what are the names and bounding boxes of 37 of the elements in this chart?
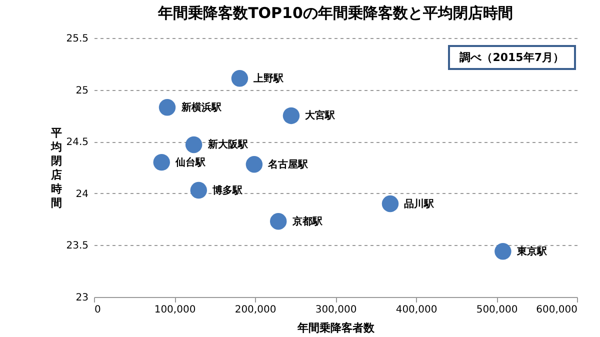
x-tick-label: 400,000 — [396, 304, 438, 316]
point — [185, 136, 202, 154]
annotation: 博多駅 — [212, 184, 244, 196]
x-tick-label: 200,000 — [234, 304, 276, 316]
y-tick-label: 24 — [76, 188, 88, 200]
y-tick-label: 25.5 — [66, 34, 88, 44]
y-tick-label: 23.5 — [66, 240, 88, 252]
annotation: 品川駅 — [404, 198, 436, 210]
x-tick-label: 500,000 — [476, 304, 518, 316]
chart-title: 年間乗降客数TOP10の年間乗降客数と平均閉店時間 — [157, 4, 513, 22]
point — [282, 107, 300, 124]
x-tick-label: 100,000 — [154, 304, 196, 316]
point — [246, 156, 263, 173]
point — [494, 243, 512, 260]
annotation: 名古屋駅 — [267, 158, 310, 170]
annotation: 大宮駅 — [304, 110, 336, 122]
x-axis-title: 年間乗降客者数 — [296, 322, 376, 334]
annotation: 調べ（2015年7月） — [448, 45, 576, 70]
y-tick-label: 24.5 — [66, 137, 88, 148]
annotation: 新大阪駅 — [206, 138, 249, 151]
x-tick-label: 0 — [94, 304, 101, 316]
point — [270, 213, 287, 230]
y-tick-label: 25 — [76, 85, 88, 96]
annotation: 京都駅 — [291, 215, 324, 228]
annotation: 仙台駅 — [174, 156, 207, 168]
y-tick-label: 23 — [76, 292, 88, 304]
point — [153, 154, 170, 171]
annotation: 上野駅 — [252, 72, 285, 84]
annotation: 東京駅 — [516, 245, 548, 258]
point — [382, 195, 399, 212]
point — [231, 70, 248, 87]
x-tick-label: 300,000 — [315, 304, 357, 316]
point — [190, 182, 208, 199]
x-tick-label: 600,000 — [536, 304, 578, 316]
y-axis-title: 平均閉店時間 — [50, 126, 62, 210]
annotation: 新横浜駅 — [180, 101, 222, 114]
point — [158, 99, 176, 116]
